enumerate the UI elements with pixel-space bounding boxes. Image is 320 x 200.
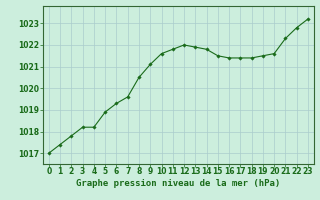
X-axis label: Graphe pression niveau de la mer (hPa): Graphe pression niveau de la mer (hPa) xyxy=(76,179,281,188)
